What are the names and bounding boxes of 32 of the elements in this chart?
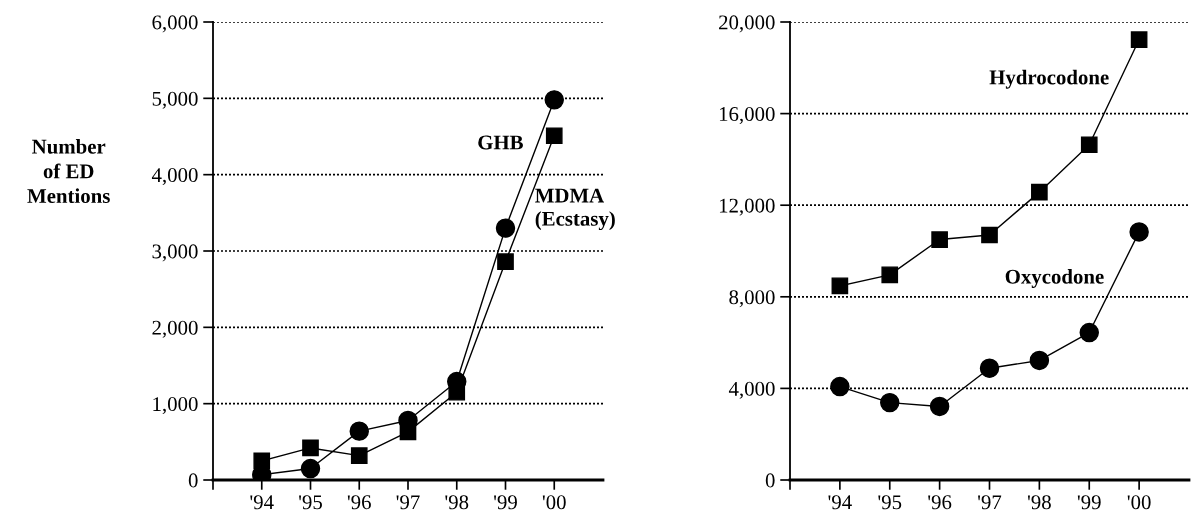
y-tick-label: 0 — [188, 473, 198, 488]
y-tick-label: 5,000 — [152, 91, 198, 109]
y-tick-label: 6,000 — [152, 15, 198, 33]
x-tick-label: '94 — [828, 495, 852, 510]
series-label: Oxycodone — [1005, 269, 1104, 288]
y-tick-label: 1,000 — [153, 397, 198, 415]
y-tick-label: 4,000 — [151, 168, 198, 186]
x-tick-label: '00 — [1127, 495, 1151, 510]
y-tick-label: 20,000 — [719, 15, 775, 33]
x-tick-label: '99 — [494, 495, 517, 510]
y-tick-label: 12,000 — [719, 198, 775, 216]
y-axis-title: Number of ED Mentions — [27, 139, 110, 204]
x-tick-label: '98 — [445, 495, 469, 510]
x-tick-label: '96 — [928, 495, 952, 510]
y-tick-label: 16,000 — [719, 106, 775, 125]
x-tick-label: '00 — [542, 495, 566, 510]
series-label: Hydrocodone — [989, 69, 1109, 89]
x-tick-label: '99 — [1077, 495, 1101, 510]
x-tick-label: '94 — [250, 495, 274, 510]
x-tick-label: '95 — [299, 495, 322, 510]
x-tick-label: '97 — [978, 495, 1002, 510]
x-tick-label: '97 — [396, 495, 420, 510]
y-tick-label: 3,000 — [152, 244, 198, 262]
y-tick-label: 0 — [765, 473, 775, 488]
y-tick-label: 8,000 — [729, 290, 775, 308]
x-tick-label: '96 — [347, 495, 371, 510]
series-label: GHB — [478, 135, 523, 150]
y-tick-label: 2,000 — [152, 320, 198, 338]
x-tick-label: '98 — [1027, 495, 1051, 510]
series-label: MDMA (Ecstasy) — [535, 188, 615, 231]
y-tick-label: 4,000 — [728, 381, 775, 399]
x-tick-label: '95 — [878, 495, 902, 510]
